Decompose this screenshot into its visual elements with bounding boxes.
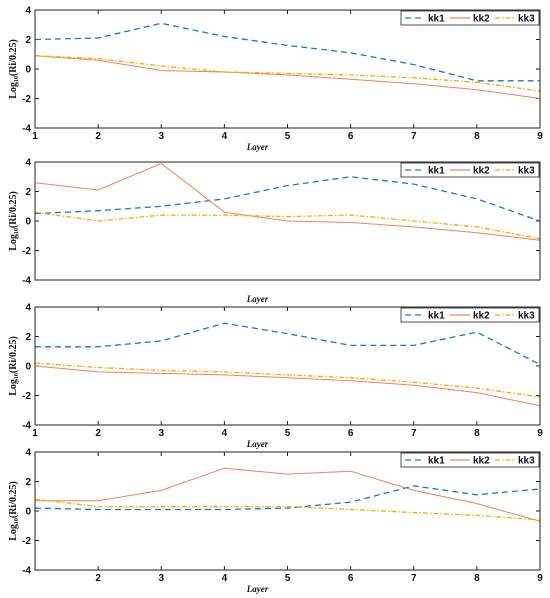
x-tick-label: 7 xyxy=(411,573,417,584)
legend-label-kk3: kk3 xyxy=(518,14,535,25)
x-axis-label: Layer xyxy=(246,584,269,594)
y-axis-label: Log₁₀(Ri/0.25) xyxy=(8,191,19,251)
plot-frame xyxy=(34,161,541,281)
x-tick-label: 2 xyxy=(95,573,101,584)
legend-label-kk2: kk2 xyxy=(473,456,490,467)
legend-label-kk1: kk1 xyxy=(428,14,445,25)
chart-panel-4: -4 -2 0 2 4 2 3 4 5 6 7 8 9 Layer Log₁₀(Ri/0.25) kk1 kk2… xyxy=(8,448,543,595)
plot-frame xyxy=(34,9,541,129)
y-tick-label: -2 xyxy=(22,246,31,257)
y-tick-label: 4 xyxy=(25,448,31,459)
x-tick-label: 1 xyxy=(32,131,38,142)
y-axis-label: Log₁₀(Ri/0.25) xyxy=(8,39,19,99)
y-tick-label: -4 xyxy=(22,276,31,287)
series-line-kk3 xyxy=(34,55,541,92)
x-tick-label: 5 xyxy=(285,573,291,584)
x-tick-label: 9 xyxy=(537,573,543,584)
plot-frame xyxy=(34,306,541,426)
y-tick-label: 2 xyxy=(25,332,31,343)
y-tick-label: 2 xyxy=(25,35,31,46)
x-tick-label: 6 xyxy=(348,428,354,439)
series-line-kk1 xyxy=(34,176,541,222)
y-tick-label: -4 xyxy=(22,566,31,577)
series-line-kk1 xyxy=(35,322,541,366)
series-line-kk1 xyxy=(34,22,540,82)
y-tick-label: 2 xyxy=(25,477,31,488)
series-line-kk3 xyxy=(34,211,541,240)
x-tick-label: 8 xyxy=(474,131,480,142)
y-tick-label: -2 xyxy=(22,391,31,402)
x-tick-label: 8 xyxy=(474,573,480,584)
series-line-kk3 xyxy=(34,498,541,521)
y-tick-label: -2 xyxy=(22,94,31,105)
series-line-kk2 xyxy=(34,365,541,407)
series-line-kk2 xyxy=(35,467,541,522)
y-tick-label: -4 xyxy=(22,124,31,135)
legend-label-kk3: kk3 xyxy=(518,311,535,322)
x-tick-label: 6 xyxy=(348,573,354,584)
y-tick-label: 4 xyxy=(25,303,31,314)
legend-label-kk1: kk1 xyxy=(428,311,445,322)
legend-label-kk3: kk3 xyxy=(518,456,535,467)
chart-panel-2: -4 -2 0 2 4 Layer Log₁₀(Ri/0.25) kk1 kk2 kk3 xyxy=(8,158,541,304)
x-tick-label: 7 xyxy=(411,428,417,439)
x-axis-label: Layer xyxy=(246,142,269,152)
x-axis-label: Layer xyxy=(246,294,269,304)
x-tick-label: 6 xyxy=(348,131,354,142)
x-tick-label: 4 xyxy=(222,131,228,142)
x-tick-label: 3 xyxy=(158,573,164,584)
legend: kk1 kk2 kk3 xyxy=(400,307,540,323)
series-line-kk2 xyxy=(34,55,541,99)
legend: kk1 kk2 kk3 xyxy=(400,452,540,468)
y-axis-label: Log₁₀(Ri/0.25) xyxy=(8,481,19,541)
y-axis-label: Log₁₀(Ri/0.25) xyxy=(8,336,19,396)
x-tick-label: 2 xyxy=(95,428,101,439)
y-tick-label: 0 xyxy=(25,217,31,228)
x-tick-label: 9 xyxy=(537,131,543,142)
series-line-kk3 xyxy=(34,362,541,398)
legend-label-kk2: kk2 xyxy=(473,14,490,25)
y-tick-label: 4 xyxy=(25,6,31,17)
legend: kk1 kk2 kk3 xyxy=(400,10,540,26)
x-tick-label: 5 xyxy=(285,131,291,142)
y-tick-label: -2 xyxy=(22,536,31,547)
legend-label-kk2: kk2 xyxy=(473,311,490,322)
y-tick-label: 0 xyxy=(25,362,31,373)
x-tick-label: 1 xyxy=(32,428,38,439)
y-tick-label: 0 xyxy=(25,65,31,76)
x-tick-label: 8 xyxy=(474,428,480,439)
x-tick-label: 5 xyxy=(285,428,291,439)
legend-label-kk2: kk2 xyxy=(473,166,490,177)
y-tick-label: 0 xyxy=(25,507,31,518)
legend-label-kk1: kk1 xyxy=(428,456,445,467)
x-tick-label: 3 xyxy=(158,131,164,142)
x-tick-label: 4 xyxy=(222,573,228,584)
x-axis-label: Layer xyxy=(246,439,269,449)
y-tick-label: -4 xyxy=(22,421,31,432)
x-tick-label: 9 xyxy=(537,428,543,439)
legend-label-kk3: kk3 xyxy=(518,166,535,177)
series-line-kk2 xyxy=(34,162,541,241)
y-tick-label: 4 xyxy=(25,158,31,169)
y-tick-label: 2 xyxy=(25,187,31,198)
legend-label-kk1: kk1 xyxy=(428,166,445,177)
x-tick-label: 7 xyxy=(411,131,417,142)
x-tick-label: 4 xyxy=(222,428,228,439)
x-tick-label: 3 xyxy=(158,428,164,439)
series-line-kk1 xyxy=(34,485,541,511)
x-tick-label: 2 xyxy=(95,131,101,142)
plot-frame xyxy=(34,451,541,571)
legend: kk1 kk2 kk3 xyxy=(400,162,540,178)
